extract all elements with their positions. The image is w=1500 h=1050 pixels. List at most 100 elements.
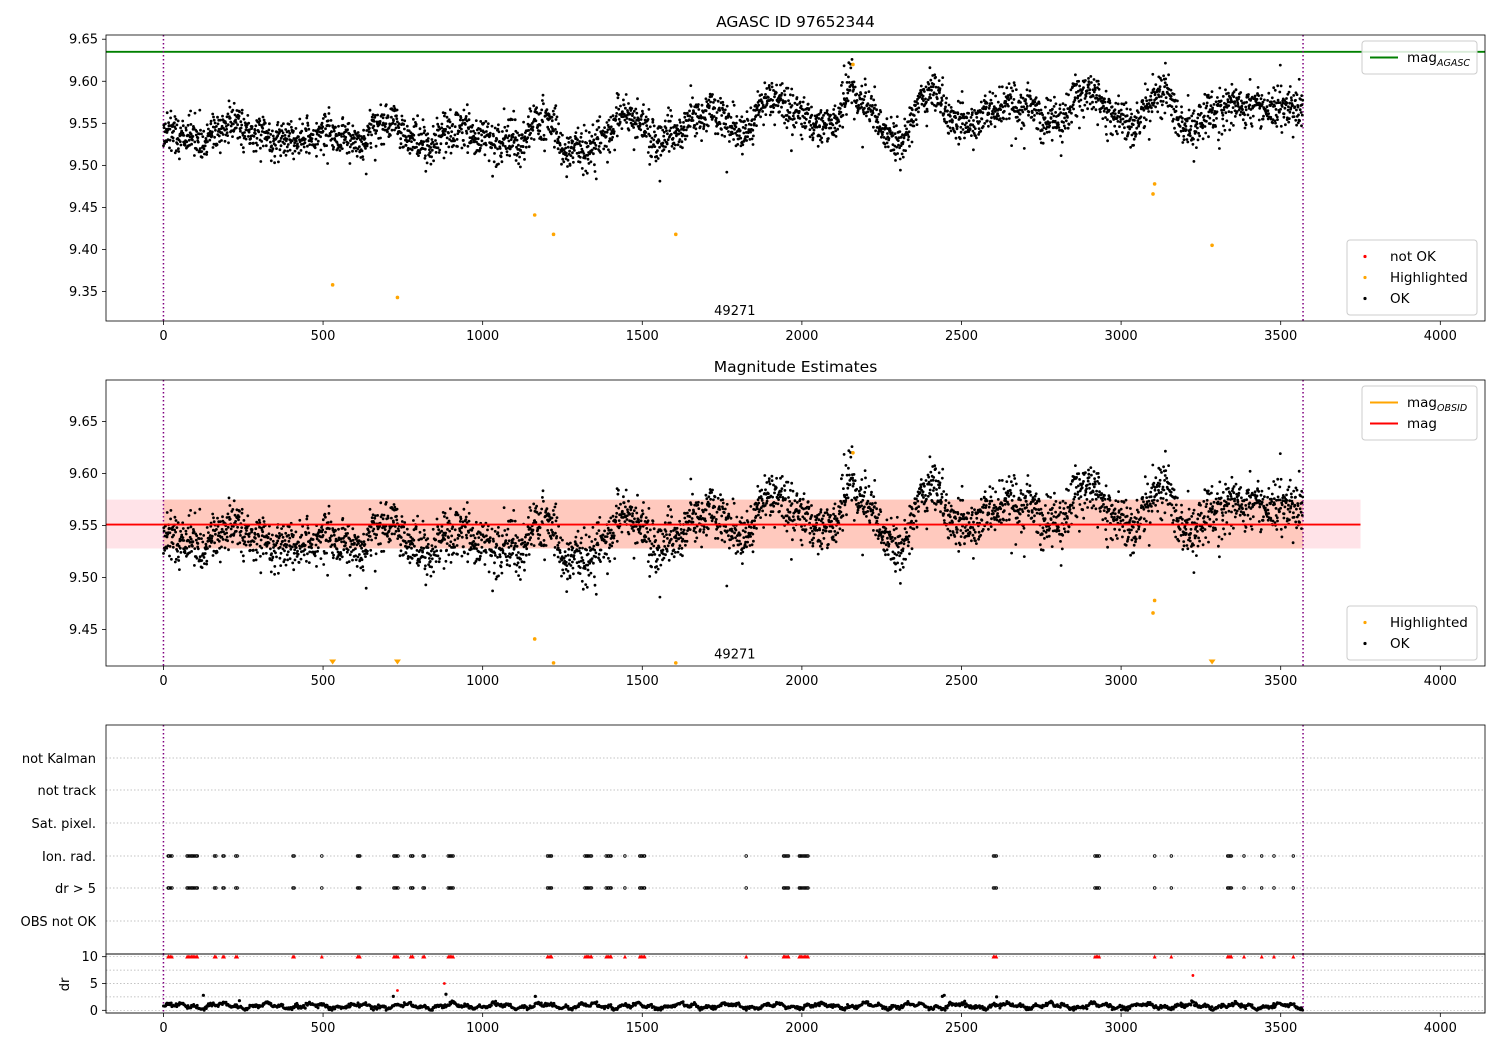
p1-ok-point <box>529 109 533 113</box>
p1-ok-point <box>848 81 851 84</box>
p1-ok-point <box>1188 131 1192 135</box>
p1-ok-point <box>1161 100 1165 103</box>
p1-ok-point <box>1217 131 1221 134</box>
p1-ok-point <box>873 106 876 110</box>
p1-ok-point <box>1148 119 1152 123</box>
p1-ok-point <box>662 134 666 138</box>
p2-ok-point <box>493 529 497 533</box>
p1-ok-point <box>1216 102 1220 106</box>
p2-ok-point <box>229 527 233 531</box>
p1-ok-point <box>324 115 327 118</box>
p1-ok-point <box>516 152 520 155</box>
p1-ok-point <box>615 112 619 115</box>
p2-ok-point <box>472 534 475 537</box>
p1-ok-point <box>347 151 351 154</box>
p2-ok-point <box>240 526 244 529</box>
p1-ok-point <box>1109 120 1112 124</box>
p1-ok-point <box>727 114 731 118</box>
p1-ok-point <box>738 129 742 133</box>
p2-ok-point <box>221 538 225 541</box>
p1-ok-point <box>491 174 494 178</box>
p1-ok-point <box>1135 116 1138 119</box>
p2-ok-point <box>366 528 370 532</box>
p1-ok-point <box>1300 94 1304 97</box>
p1-ok-point <box>339 132 343 136</box>
p1-highlighted-point <box>395 295 400 300</box>
p1-ok-point <box>484 143 488 147</box>
p2-ok-point <box>321 534 325 537</box>
p1-ok-point <box>466 144 470 148</box>
p1-ok-point <box>240 123 244 127</box>
p1-ok-point <box>603 126 606 129</box>
p2-ok-point <box>178 537 182 541</box>
p2-ok-point <box>234 529 238 533</box>
p1-ok-point <box>278 148 282 152</box>
p1-ok-point <box>849 66 853 70</box>
p1-ok-point <box>354 140 357 144</box>
p1-ok-point <box>654 133 658 137</box>
p1-ok-point <box>742 131 746 135</box>
p1-ok-point <box>213 135 217 139</box>
p2-ok-point <box>491 589 494 593</box>
p1-ok-point <box>497 162 500 166</box>
p2-ok-point <box>404 551 408 555</box>
p1-ok-point <box>784 100 787 103</box>
p1-ok-point <box>356 147 360 151</box>
p1-ok-point <box>1275 125 1279 128</box>
p1-ok-point <box>571 151 574 155</box>
p1-ok-point <box>593 133 597 136</box>
p1-ok-point <box>833 104 837 108</box>
p2-ok-point <box>539 511 542 515</box>
p1-ok-point <box>175 123 179 127</box>
p1-ok-point <box>407 129 411 133</box>
p1-ok-point <box>306 144 309 148</box>
p1-ok-point <box>982 105 986 108</box>
p1-ok-point <box>884 145 887 149</box>
p1-ok-point <box>482 131 486 134</box>
p1-ok-point <box>1284 123 1287 127</box>
p1-ok-point <box>551 109 555 113</box>
p2-ok-point <box>395 507 399 511</box>
p1-ok-point <box>614 118 618 121</box>
p1-ok-point <box>1275 115 1279 119</box>
p1-ok-point <box>1013 83 1017 87</box>
p1-ok-point <box>1174 109 1178 113</box>
p1-ok-point <box>1022 105 1026 109</box>
p1-ok-point <box>1119 108 1123 112</box>
p2-ok-point <box>497 534 501 538</box>
p1-ok-point <box>483 153 487 157</box>
p1-highlighted-point <box>1152 182 1157 186</box>
p1-ok-point <box>657 139 661 143</box>
p1-ok-point <box>597 145 601 148</box>
p1-highlighted-point <box>1151 192 1155 196</box>
p2-ok-point <box>369 554 373 557</box>
p2-ok-point <box>553 505 557 509</box>
p1-ok-point <box>474 137 478 141</box>
p1-ok-point <box>501 130 504 133</box>
p2-ok-point <box>439 549 443 553</box>
p1-ok-point <box>664 145 667 149</box>
p1-ok-point <box>1076 94 1080 98</box>
p1-ok-point <box>945 120 949 124</box>
p1-ok-point <box>1161 90 1165 94</box>
p1-ok-point <box>254 124 258 128</box>
p1-ok-point <box>578 155 582 159</box>
p2-ok-point <box>295 542 298 546</box>
p1-ok-point <box>1062 121 1065 124</box>
p1-x-tick-label: 1500 <box>626 329 659 344</box>
p1-ok-point <box>810 105 813 109</box>
p1-ok-point <box>522 151 526 155</box>
p1-ok-point <box>255 136 259 140</box>
p2-ok-point <box>194 538 198 542</box>
p1-ok-point <box>1027 110 1031 114</box>
p1-ok-point <box>390 115 393 119</box>
p1-ok-point <box>1201 123 1205 127</box>
p2-ok-point <box>189 525 193 529</box>
p1-ok-point <box>609 115 613 119</box>
p2-ok-point <box>259 538 263 542</box>
p1-ok-point <box>914 118 918 121</box>
p1-ok-point <box>1203 114 1206 118</box>
p1-ok-point <box>873 85 877 89</box>
p1-ok-point <box>231 135 234 139</box>
p1-ok-point <box>479 120 483 123</box>
